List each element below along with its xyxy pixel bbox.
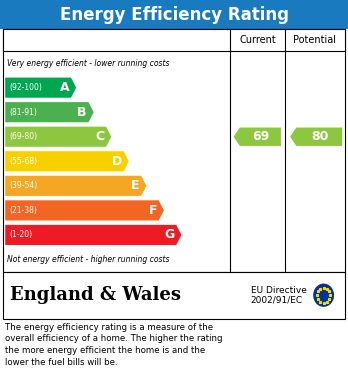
Polygon shape (5, 127, 111, 147)
Polygon shape (5, 151, 129, 171)
Text: England & Wales: England & Wales (10, 286, 181, 304)
FancyBboxPatch shape (3, 29, 345, 272)
Text: C: C (95, 130, 104, 143)
Text: Current: Current (239, 35, 276, 45)
Text: The energy efficiency rating is a measure of the
overall efficiency of a home. T: The energy efficiency rating is a measur… (5, 323, 223, 367)
Text: Very energy efficient - lower running costs: Very energy efficient - lower running co… (7, 59, 169, 68)
Text: E: E (131, 179, 140, 192)
Text: G: G (164, 228, 174, 241)
Text: Not energy efficient - higher running costs: Not energy efficient - higher running co… (7, 255, 169, 264)
Polygon shape (5, 225, 181, 245)
Text: A: A (60, 81, 69, 94)
Text: B: B (77, 106, 87, 119)
Text: (1-20): (1-20) (9, 230, 32, 239)
Polygon shape (5, 77, 76, 98)
Text: F: F (149, 204, 157, 217)
Text: D: D (112, 155, 122, 168)
Circle shape (314, 284, 333, 306)
Polygon shape (290, 127, 342, 146)
Text: (55-68): (55-68) (9, 157, 38, 166)
FancyBboxPatch shape (3, 29, 345, 51)
Text: (69-80): (69-80) (9, 132, 38, 141)
Text: 69: 69 (252, 130, 269, 143)
Text: (39-54): (39-54) (9, 181, 38, 190)
Text: EU Directive
2002/91/EC: EU Directive 2002/91/EC (251, 285, 307, 305)
Text: (81-91): (81-91) (9, 108, 37, 117)
Text: (92-100): (92-100) (9, 83, 42, 92)
FancyBboxPatch shape (3, 272, 345, 319)
Polygon shape (5, 102, 94, 122)
Text: Energy Efficiency Rating: Energy Efficiency Rating (60, 5, 288, 24)
Polygon shape (5, 200, 164, 221)
Text: (21-38): (21-38) (9, 206, 37, 215)
Polygon shape (234, 127, 281, 146)
Text: 80: 80 (311, 130, 328, 143)
FancyBboxPatch shape (0, 0, 348, 29)
Polygon shape (5, 176, 147, 196)
Text: Potential: Potential (293, 35, 337, 45)
